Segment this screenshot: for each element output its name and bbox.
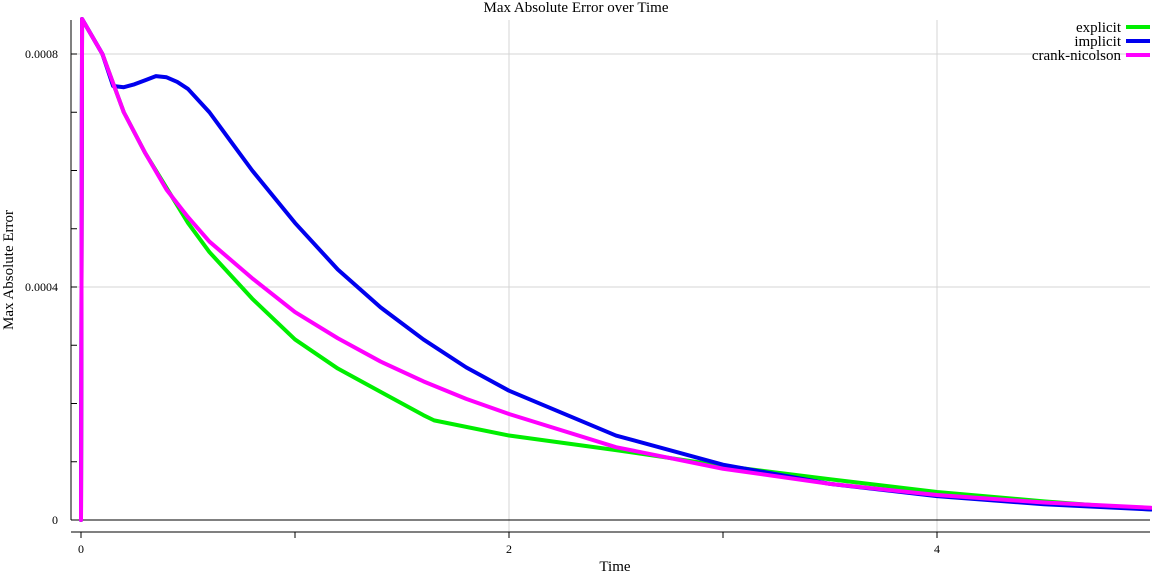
series-line-crank-nicolson <box>79 17 1152 522</box>
grid <box>71 20 1150 532</box>
x-tick-label: 4 <box>934 542 940 556</box>
chart-title: Max Absolute Error over Time <box>484 0 669 16</box>
y-tick-label: 0.0008 <box>25 47 58 61</box>
series-group <box>79 17 1152 522</box>
y-tick-label: 0.0004 <box>25 280 58 294</box>
series-line-implicit <box>79 17 1152 522</box>
y-tick-label: 0 <box>52 513 58 527</box>
x-tick-label: 2 <box>506 542 512 556</box>
x-axis-label: Time <box>599 559 630 575</box>
axes: 0 0.0004 0.0008 0 2 4 <box>25 20 1150 556</box>
legend-label-implicit: implicit <box>1074 34 1121 50</box>
legend-label-explicit: explicit <box>1076 20 1122 36</box>
x-tick-label: 0 <box>78 542 84 556</box>
y-axis-label: Max Absolute Error <box>1 210 17 330</box>
legend-label-crank-nicolson: crank-nicolson <box>1032 48 1122 64</box>
